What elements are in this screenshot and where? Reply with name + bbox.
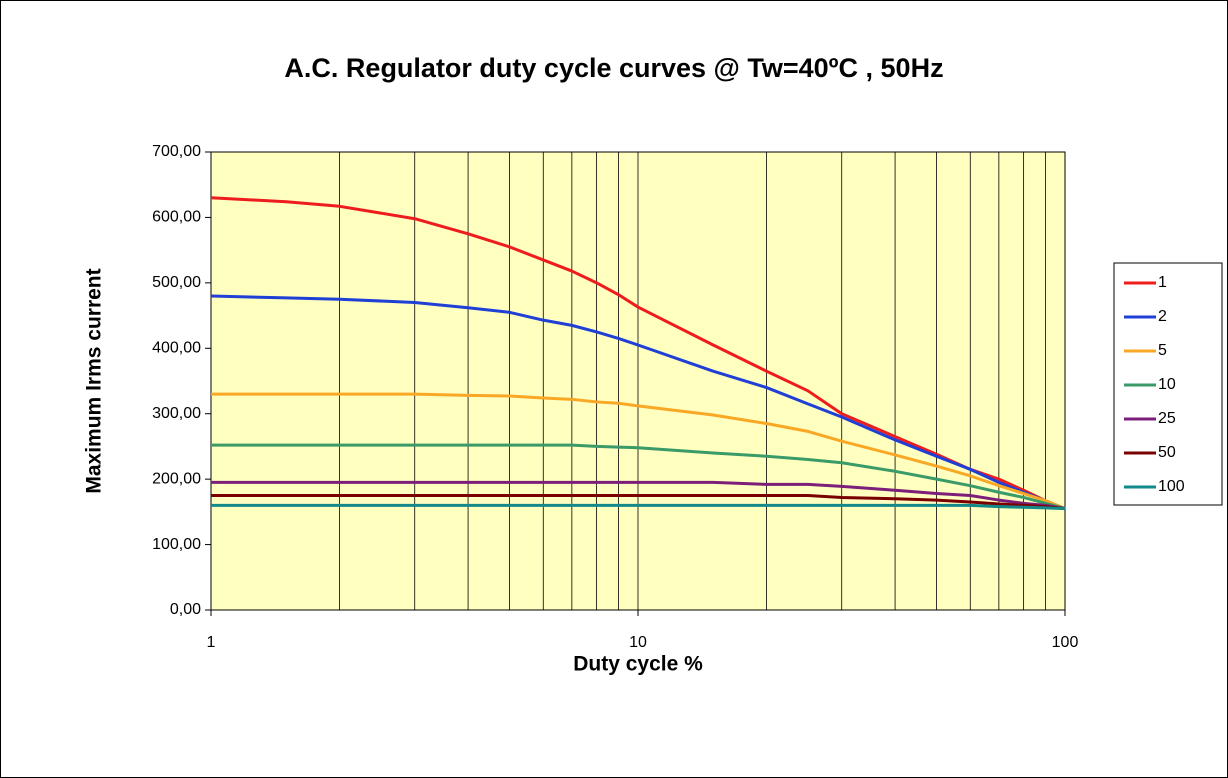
series-line xyxy=(211,503,1066,511)
y-tick-label: 200,00 xyxy=(152,470,201,487)
x-tick-label: 10 xyxy=(629,634,647,651)
y-tick-label: 600,00 xyxy=(152,209,201,226)
legend-label: 50 xyxy=(1158,444,1176,461)
y-tick-label: 700,00 xyxy=(152,143,201,160)
x-axis-label: Duty cycle % xyxy=(573,653,703,676)
y-axis-label: Maximum Irms current xyxy=(83,268,106,493)
plot-border xyxy=(210,151,1066,611)
y-tick-label: 0,00 xyxy=(170,601,201,618)
chart-title: A.C. Regulator duty cycle curves @ Tw=40… xyxy=(284,53,943,83)
y-tick-label: 300,00 xyxy=(152,405,201,422)
legend-label: 2 xyxy=(1158,308,1167,325)
series-line xyxy=(211,392,1066,510)
y-tick-label: 100,00 xyxy=(152,536,201,553)
x-tick-label: 100 xyxy=(1052,634,1079,651)
series-line xyxy=(211,443,1066,511)
y-tick-label: 500,00 xyxy=(152,274,201,291)
series-line xyxy=(210,294,1066,510)
legend-label: 100 xyxy=(1158,478,1185,495)
legend-label: 1 xyxy=(1158,274,1167,291)
x-tick-label: 1 xyxy=(207,634,216,651)
series-line xyxy=(211,480,1066,511)
y-tick-label: 400,00 xyxy=(152,340,201,357)
legend-label: 25 xyxy=(1158,410,1176,427)
legend-label: 10 xyxy=(1158,376,1176,393)
legend-label: 5 xyxy=(1158,342,1167,359)
series-line xyxy=(211,494,1066,511)
